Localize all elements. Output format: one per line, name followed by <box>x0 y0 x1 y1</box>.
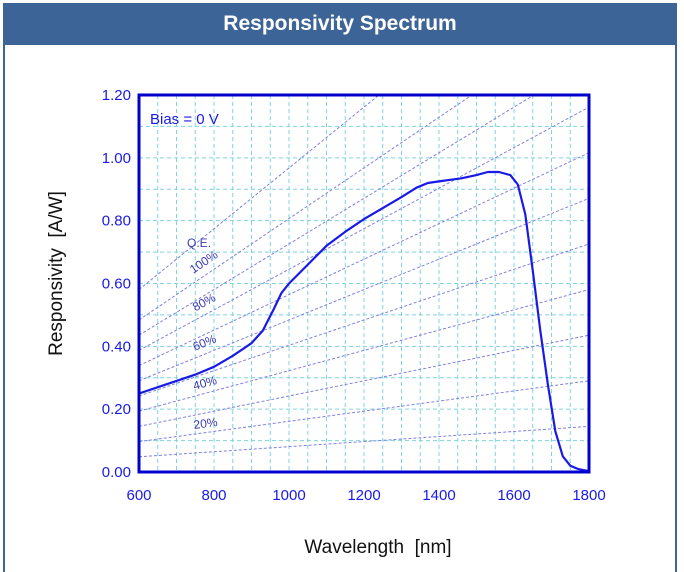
y-tick-label: 0.60 <box>102 276 131 293</box>
qe-line <box>138 425 590 458</box>
qe-line <box>138 289 590 412</box>
grid-lines <box>139 95 589 472</box>
tick-labels: 600 800 1000 1200 1400 1600 1800 0.00 0.20 0.40 0.… <box>102 87 606 504</box>
qe-line-label: 40% <box>192 373 219 393</box>
qe-line <box>138 152 590 367</box>
qe-line <box>138 94 473 321</box>
x-tick-label: 1000 <box>272 487 305 504</box>
x-tick-label: 800 <box>201 487 226 504</box>
chart-title-banner: Responsivity Spectrum <box>5 3 675 45</box>
x-tick-label: 600 <box>126 487 151 504</box>
qe-label: Q.E. <box>187 236 211 250</box>
qe-line <box>138 334 590 427</box>
responsivity-curve <box>138 170 590 473</box>
x-tick-label: 1200 <box>347 487 380 504</box>
qe-lines: 100%80%60%40%20% <box>138 94 590 458</box>
x-tick-label: 1800 <box>572 487 605 504</box>
x-axis-label: Wavelength [nm] <box>304 537 451 558</box>
qe-line <box>138 94 380 290</box>
plot-area-border <box>137 93 591 474</box>
y-tick-label: 0.40 <box>102 338 131 355</box>
y-tick-label: 1.20 <box>102 87 131 104</box>
qe-line <box>138 243 590 397</box>
x-tick-label: 1400 <box>422 487 455 504</box>
y-axis-label: Responsivity [A/W] <box>46 191 67 356</box>
chart-frame: Responsivity Spectrum <box>3 3 677 572</box>
qe-line <box>138 197 590 382</box>
y-tick-label: 0.80 <box>102 213 131 230</box>
qe-line <box>138 380 590 443</box>
y-tick-label: 0.00 <box>102 464 131 481</box>
qe-line <box>138 94 535 336</box>
data-series <box>138 170 590 473</box>
qe-line <box>138 106 590 351</box>
x-tick-label: 1600 <box>497 487 530 504</box>
bias-annotation: Bias = 0 V <box>150 111 219 128</box>
y-tick-label: 0.20 <box>102 401 131 418</box>
qe-line-label: 20% <box>193 415 219 432</box>
y-tick-label: 1.00 <box>102 150 131 167</box>
